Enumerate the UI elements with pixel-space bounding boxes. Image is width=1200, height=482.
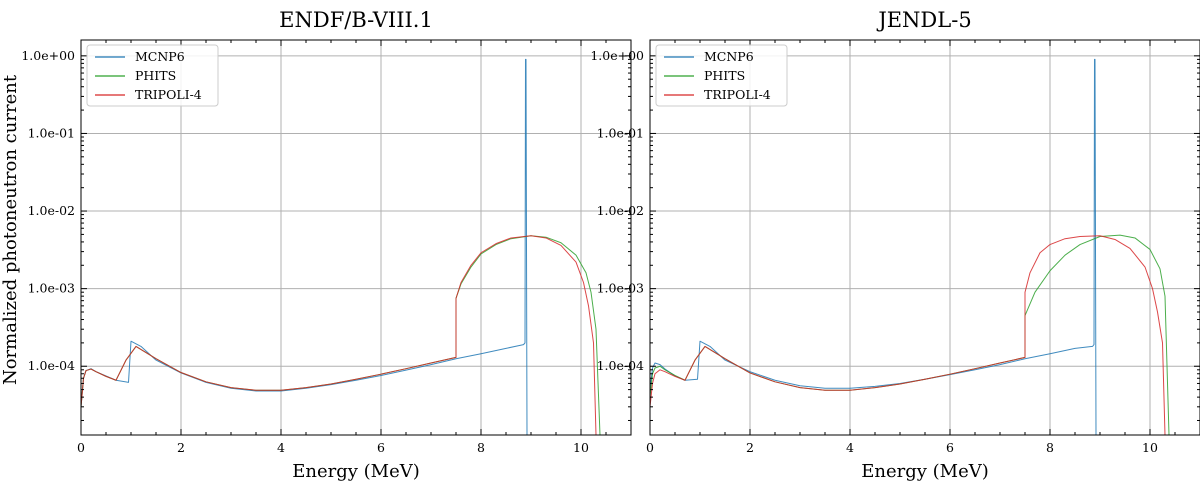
series-line-mcnp6 xyxy=(650,58,1097,435)
x-tick-label: 2 xyxy=(177,440,185,455)
y-tick-label: 1.0e-02 xyxy=(28,203,75,218)
legend-jendl: MCNP6 PHITS TRIPOLI-4 xyxy=(655,44,788,107)
y-tick-label: 1.0e-02 xyxy=(597,203,644,218)
series-group xyxy=(650,58,1170,435)
legend-label: MCNP6 xyxy=(704,49,754,64)
legend-box xyxy=(655,44,788,107)
y-tick-label: 1.0e-03 xyxy=(28,281,75,296)
y-tick-label: 1.0e-03 xyxy=(597,281,644,296)
legend-label: TRIPOLI-4 xyxy=(704,87,771,102)
series-line-phits xyxy=(650,234,1170,435)
x-tick-label: 0 xyxy=(646,440,654,455)
chart-title-jendl: JENDL-5 xyxy=(876,8,971,32)
x-tick-label: 6 xyxy=(946,440,954,455)
legend-endf: MCNP6 PHITS TRIPOLI-4 xyxy=(86,44,219,107)
x-tick-label: 6 xyxy=(377,440,385,455)
x-axis-label-endf: Energy (MeV) xyxy=(292,461,420,482)
y-tick-label: 1.0e-04 xyxy=(597,358,644,373)
legend-label: PHITS xyxy=(135,68,176,83)
y-axis-label: Normalized photoneutron current xyxy=(0,74,21,385)
y-tick-label: 1.0e-01 xyxy=(28,125,75,140)
y-tick-label: 1.0e+00 xyxy=(590,48,644,63)
x-tick-label: 8 xyxy=(477,440,485,455)
x-tick-label: 0 xyxy=(77,440,85,455)
x-tick-label: 10 xyxy=(1142,440,1158,455)
y-tick-label: 1.0e-04 xyxy=(28,358,75,373)
panel-endf: ENDF/B-VIII.1 0 2 4 6 8 10 1.0e-04 1.0e-03 1.0e-0… xyxy=(21,8,632,482)
legend-label: TRIPOLI-4 xyxy=(135,87,202,102)
legend-box xyxy=(86,44,219,107)
x-tick-label: 2 xyxy=(746,440,754,455)
series-line-mcnp6 xyxy=(81,58,528,435)
series-line-tripoli-4 xyxy=(650,235,1166,435)
y-tick-label: 1.0e+00 xyxy=(21,48,75,63)
x-tick-label: 4 xyxy=(277,440,285,455)
series-line-phits xyxy=(81,235,601,435)
legend-label: MCNP6 xyxy=(135,49,185,64)
x-tick-label: 10 xyxy=(573,440,589,455)
x-tick-label: 8 xyxy=(1046,440,1054,455)
x-axis-label-jendl: Energy (MeV) xyxy=(861,461,989,482)
series-group xyxy=(81,58,601,435)
series-line-tripoli-4 xyxy=(81,235,597,435)
chart-title-endf: ENDF/B-VIII.1 xyxy=(279,8,433,32)
panel-jendl: JENDL-5 0 2 4 6 8 10 1.0e-04 1.0e-03 1.0e-02 1.0e-… xyxy=(590,8,1200,482)
y-tick-label: 1.0e-01 xyxy=(597,125,644,140)
x-tick-label: 4 xyxy=(846,440,854,455)
legend-label: PHITS xyxy=(704,68,745,83)
